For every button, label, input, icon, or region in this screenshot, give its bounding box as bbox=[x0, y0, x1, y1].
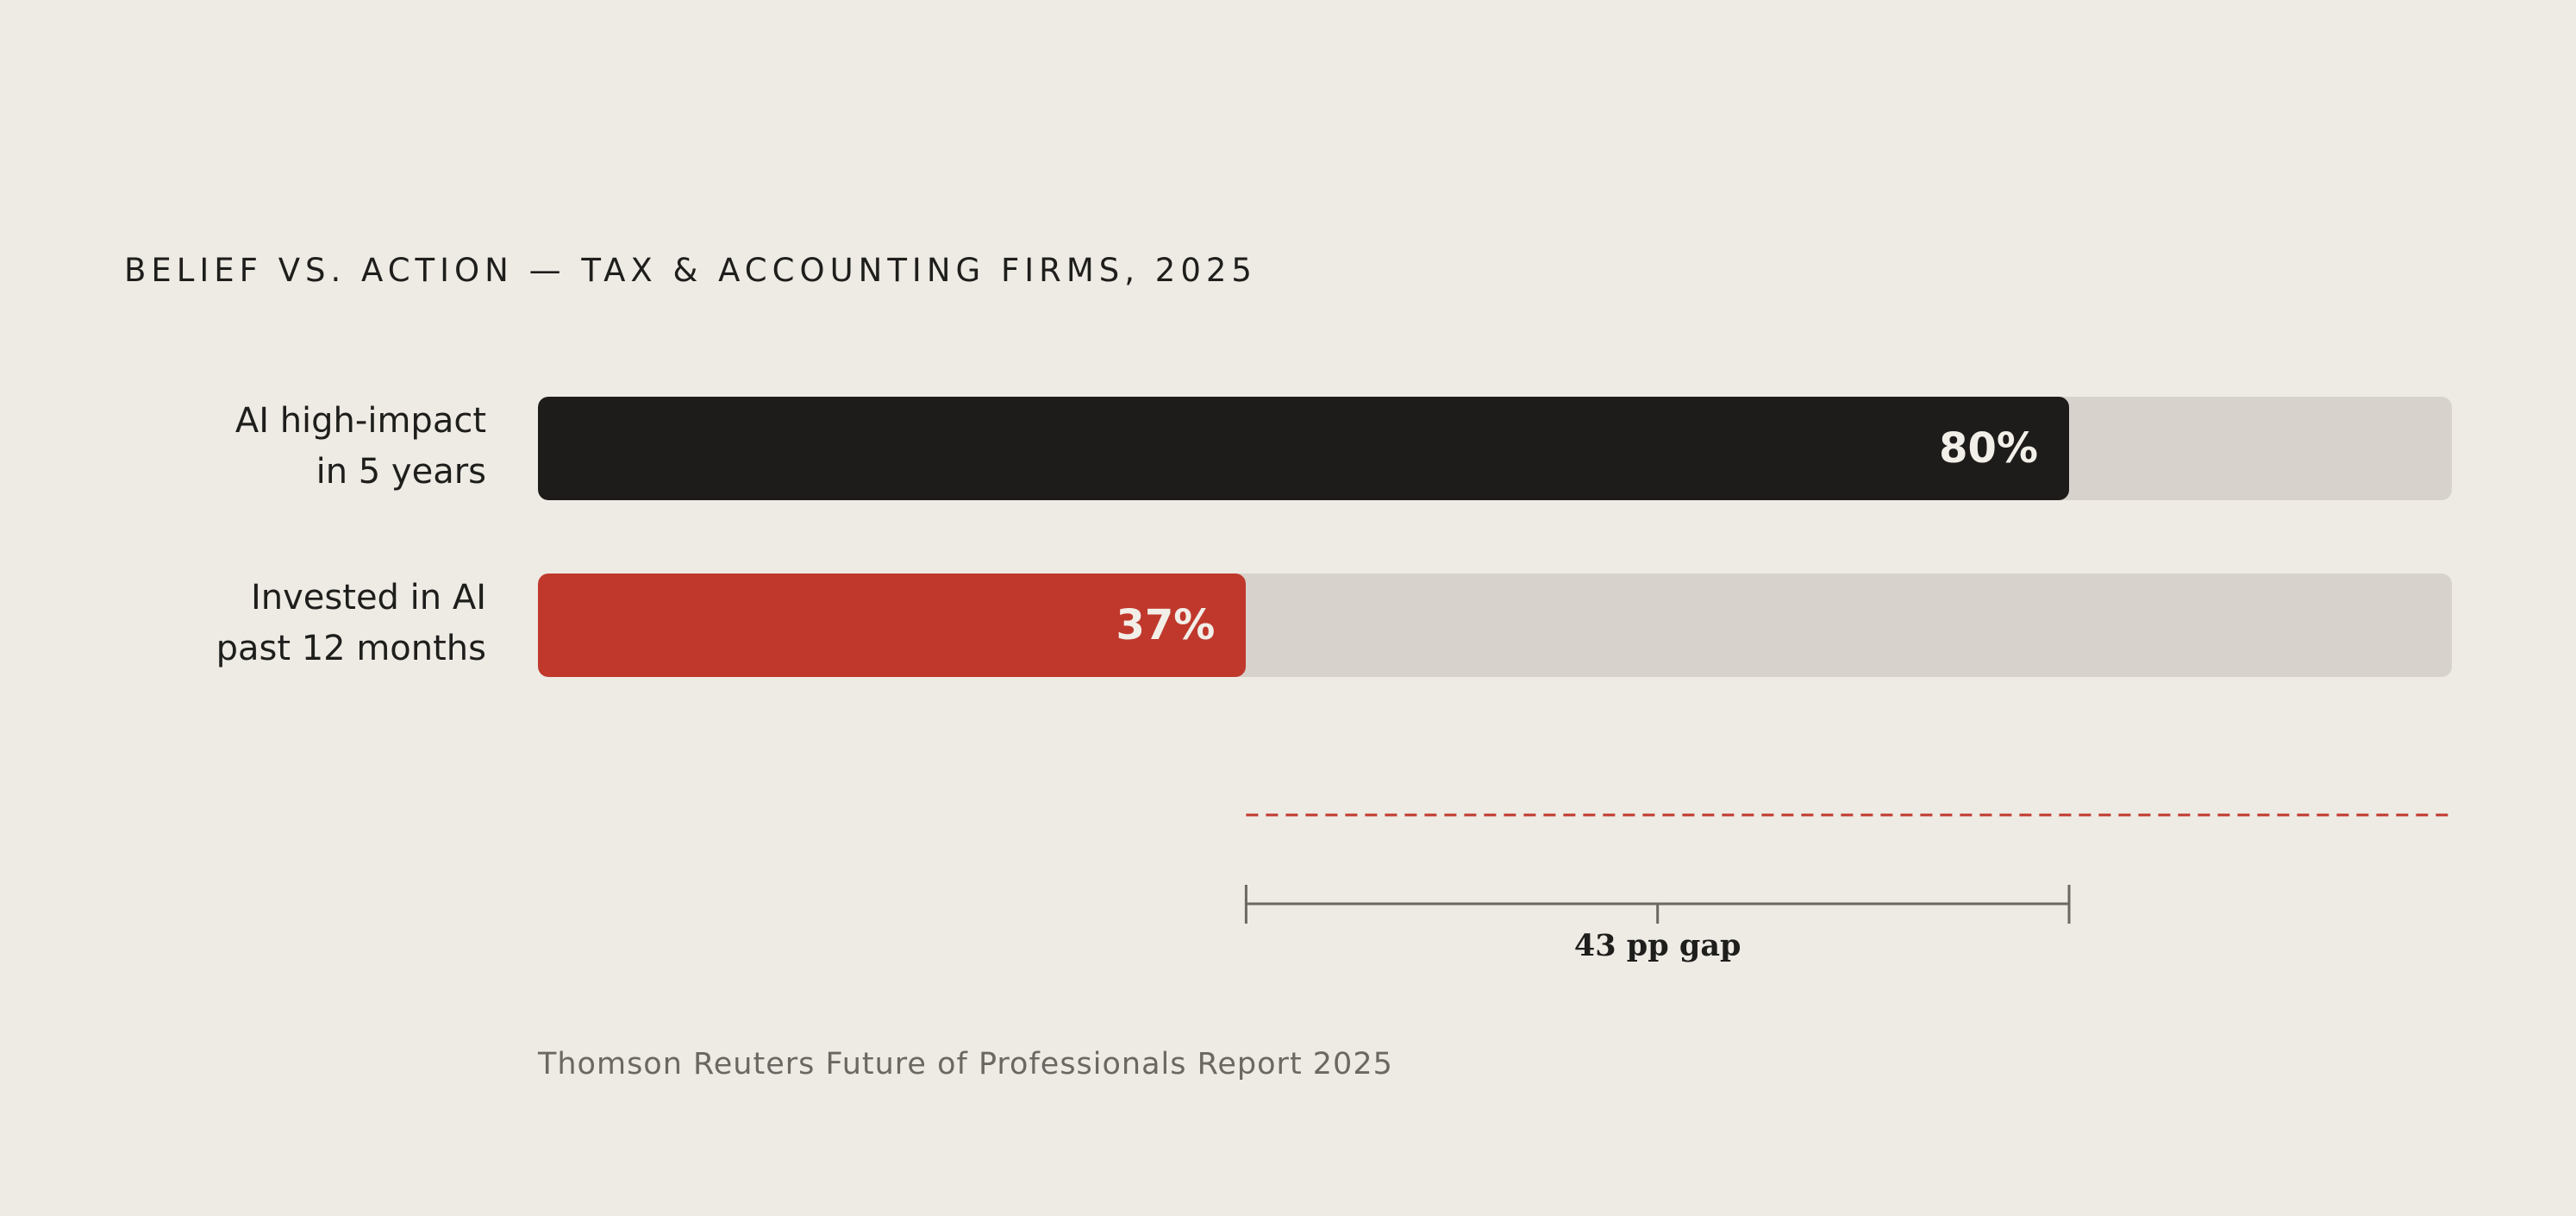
gap-label: 43 pp gap bbox=[1573, 928, 1741, 963]
bar-label-line: past 12 months bbox=[216, 629, 486, 668]
source-note: Thomson Reuters Future of Professionals … bbox=[538, 1047, 1393, 1081]
bar-track-high-impact: 80% bbox=[538, 397, 2452, 500]
chart-title: BELIEF VS. ACTION — TAX & ACCOUNTING FIR… bbox=[124, 252, 1257, 289]
bar-value-high-impact: 80% bbox=[1939, 424, 2038, 473]
bar-label-line: AI high-impact bbox=[234, 401, 486, 441]
bar-label-line: Invested in AI bbox=[250, 578, 486, 617]
bar-label-line: in 5 years bbox=[316, 452, 486, 492]
bar-invested bbox=[538, 574, 1247, 677]
bar-label-high-impact: AI high-impact in 5 years bbox=[124, 396, 486, 498]
bar-high-impact bbox=[538, 397, 2069, 500]
bar-label-invested: Invested in AI past 12 months bbox=[124, 573, 486, 674]
bar-track-invested: 37% bbox=[538, 574, 2452, 677]
bar-value-invested: 37% bbox=[1116, 601, 1216, 649]
